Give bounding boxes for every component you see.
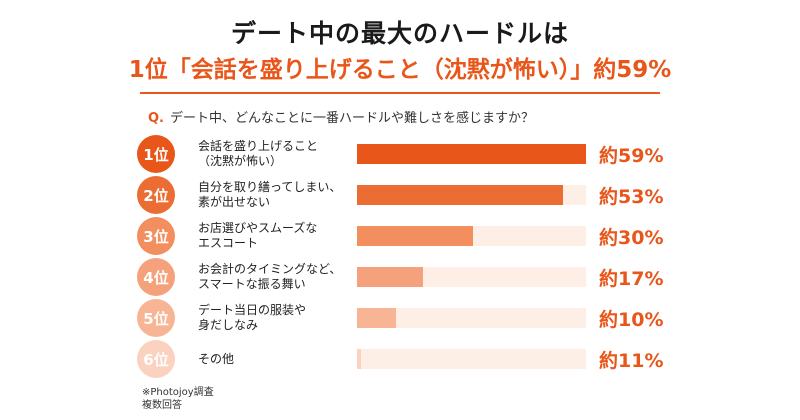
value-label-3: 約30% [599, 227, 664, 249]
value-label-1: 約59% [599, 145, 664, 167]
category-label-6: その他 [198, 351, 235, 366]
bar-5 [357, 308, 396, 328]
value-label-6: 約11% [599, 350, 664, 372]
survey-question: Q. デート中、どんなことに一番ハードルや難しさを感じますか？ [148, 107, 534, 126]
question-text: デート中、どんなことに一番ハードルや難しさを感じますか？ [170, 111, 535, 126]
footnote: ※Photojoy調査 複数回答 [142, 386, 214, 412]
category-label-4: お会計のタイミングなど、 スマートな振る舞い [198, 262, 342, 291]
footnote-note: 複数回答 [142, 400, 182, 411]
footnote-source: ※Photojoy調査 [142, 387, 214, 398]
rank-badge-1: 1位 [137, 135, 175, 173]
value-label-5: 約10% [599, 309, 664, 331]
category-label-1: 会話を盛り上げること （沈黙が怖い） [198, 139, 319, 168]
rank-badge-6: 6位 [137, 340, 175, 378]
bar-6 [357, 349, 361, 369]
rank-badge-4: 4位 [137, 258, 175, 296]
bar-3 [357, 226, 474, 246]
bar-2 [357, 185, 563, 205]
bar-1 [357, 144, 586, 164]
question-prefix: Q. [148, 111, 164, 126]
value-label-2: 約53% [599, 186, 664, 208]
rank-badge-5: 5位 [137, 299, 175, 337]
value-label-4: 約17% [599, 268, 664, 290]
subtitle-highlight: 1位「会話を盛り上げること（沈黙が怖い）」約59% [128, 57, 672, 83]
page-subtitle: 1位「会話を盛り上げること（沈黙が怖い）」約59% [0, 50, 800, 84]
category-label-2: 自分を取り繕ってしまい、 素が出せない [198, 180, 342, 209]
page-title: デート中の最大のハードルは [230, 19, 569, 48]
rank-badge-3: 3位 [137, 217, 175, 255]
category-label-5: デート当日の服装や 身だしなみ [198, 303, 307, 332]
rank-badge-2: 2位 [137, 176, 175, 214]
bar-track-6 [357, 349, 586, 369]
bar-4 [357, 267, 423, 287]
title-divider [140, 92, 660, 94]
bar-track-5 [357, 308, 586, 328]
category-label-3: お店選びやスムーズな エスコート [198, 221, 318, 250]
